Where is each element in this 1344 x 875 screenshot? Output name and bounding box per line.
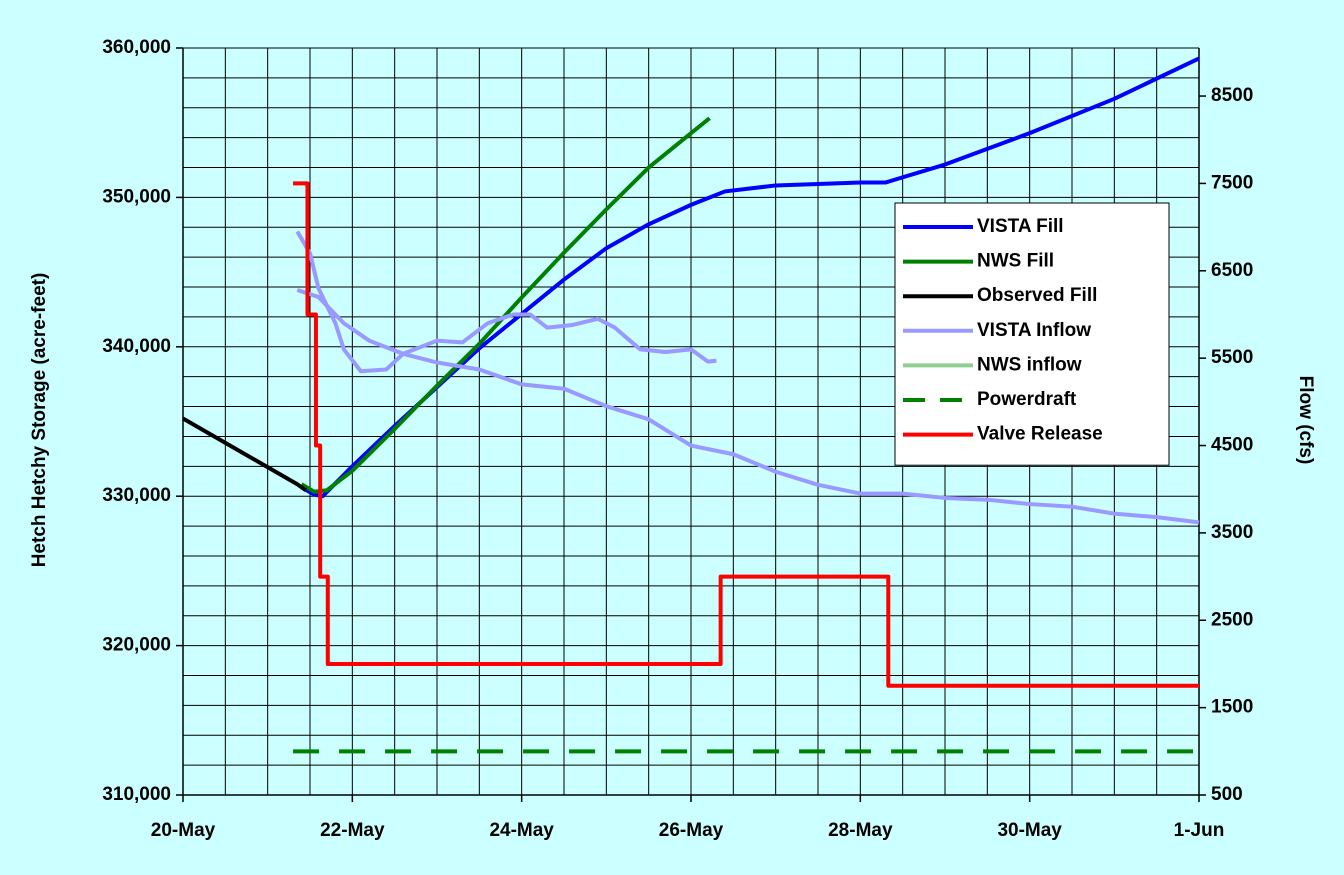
x-tick-label: 22-May [320, 820, 385, 841]
series-line [295, 230, 717, 374]
x-tick-label: 24-May [489, 820, 554, 841]
legend-label: VISTA Fill [977, 216, 1064, 237]
y-tick-label: 320,000 [102, 635, 171, 656]
series-line [300, 56, 1200, 499]
series-line [300, 116, 711, 494]
y2-tick-label: 2500 [1211, 609, 1253, 630]
y2-axis-label: Flow (cfs) [1295, 376, 1316, 465]
y-tick-label: 340,000 [102, 336, 171, 357]
x-tick-label: 20-May [151, 820, 216, 841]
y-axis-label: Hetch Hetchy Storage (acre-feet) [29, 273, 50, 568]
y-tick-label: 310,000 [102, 784, 171, 805]
y-tick-label: 330,000 [102, 485, 171, 506]
legend-label: NWS inflow [977, 354, 1082, 375]
legend-label: NWS Fill [977, 251, 1054, 272]
y2-tick-label: 500 [1211, 784, 1243, 805]
x-tick-label: 1-Jun [1174, 820, 1225, 841]
x-tick-label: 28-May [828, 820, 893, 841]
y2-tick-label: 1500 [1211, 697, 1253, 718]
legend-label: VISTA Inflow [977, 320, 1091, 341]
y2-tick-label: 7500 [1211, 172, 1253, 193]
legend-box [894, 202, 1170, 466]
y-tick-label: 360,000 [102, 37, 171, 58]
series-line [182, 416, 307, 492]
y2-tick-label: 4500 [1211, 435, 1253, 456]
y-tick-label: 350,000 [102, 186, 171, 207]
x-tick-label: 30-May [997, 820, 1062, 841]
series-line [293, 181, 1199, 688]
legend-label: Valve Release [977, 424, 1103, 445]
legend-label: Powerdraft [977, 389, 1077, 410]
y2-tick-label: 8500 [1211, 85, 1253, 106]
y2-tick-label: 5500 [1211, 347, 1253, 368]
y2-tick-label: 6500 [1211, 260, 1253, 281]
legend-label: Observed Fill [977, 285, 1097, 306]
series-line [296, 288, 1200, 525]
y2-tick-label: 3500 [1211, 522, 1253, 543]
x-tick-label: 26-May [659, 820, 724, 841]
